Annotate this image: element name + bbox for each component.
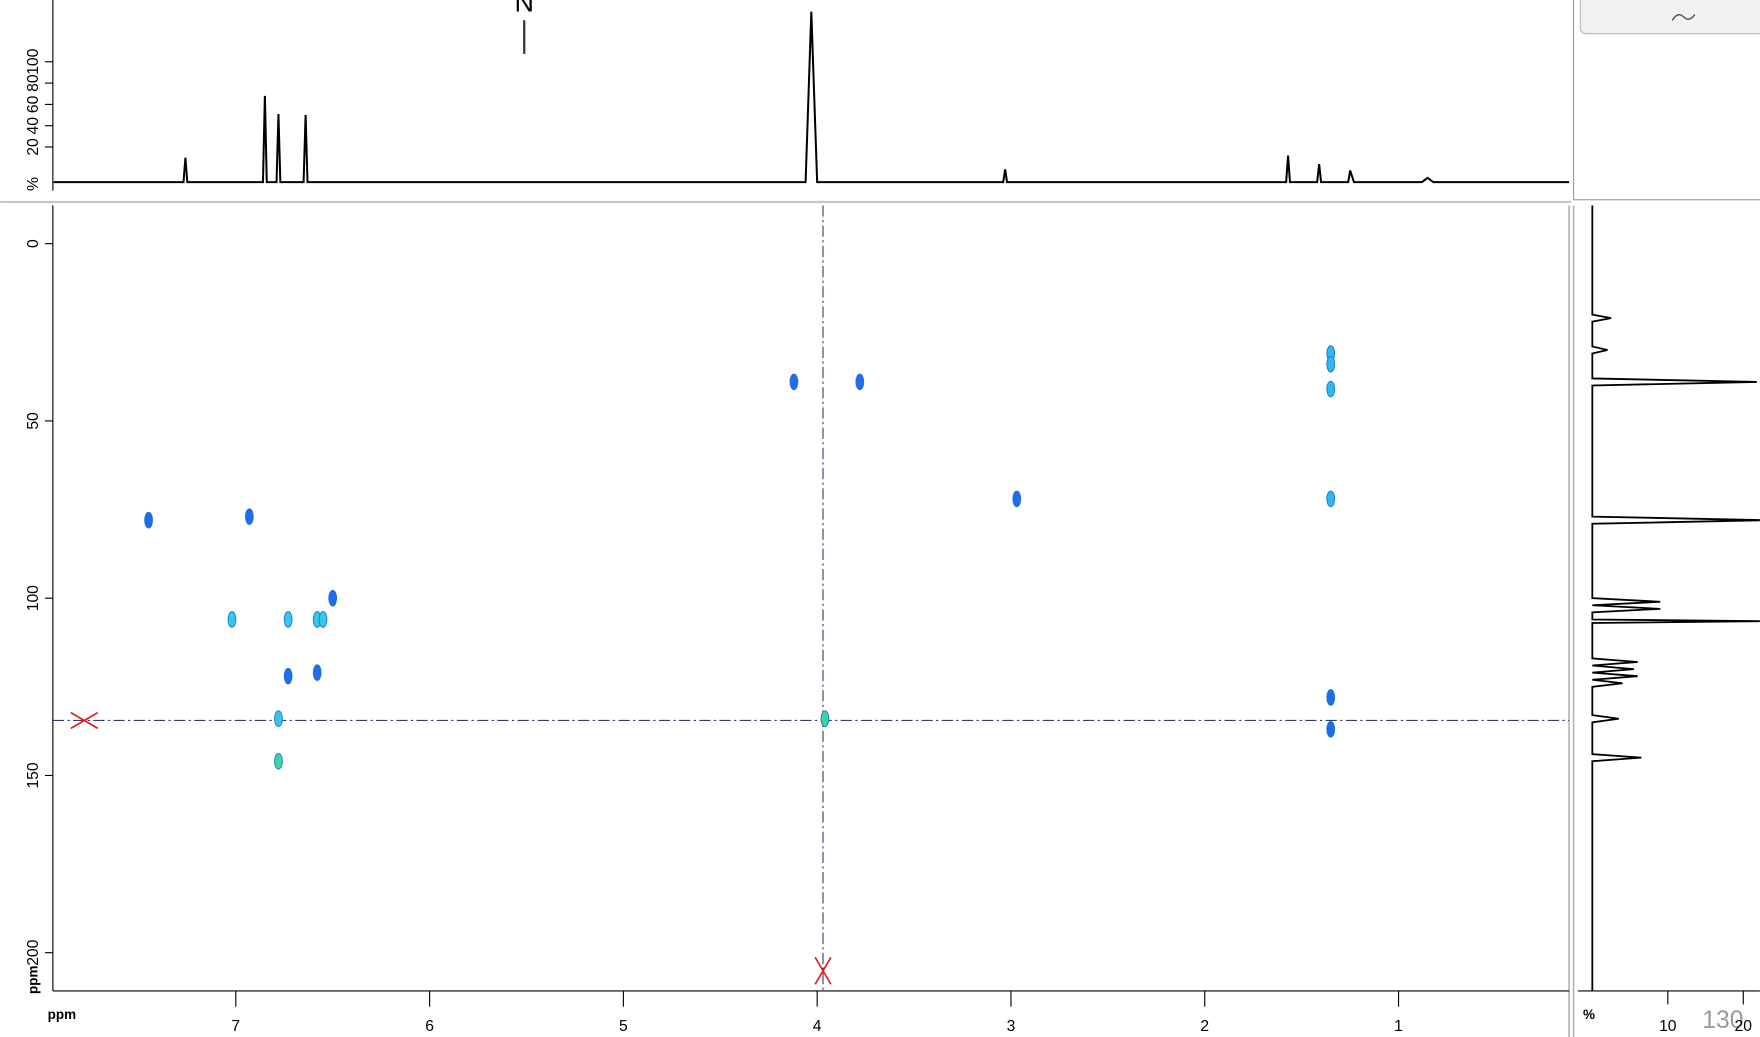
cross-peak <box>1326 689 1336 706</box>
marker-stroke <box>70 711 99 730</box>
cross-peak <box>283 667 293 685</box>
panel-button[interactable] <box>1579 0 1760 35</box>
x-tick-label: 6 <box>425 1018 434 1035</box>
cross-peak <box>283 611 293 628</box>
page-number: 130 <box>1702 1007 1743 1034</box>
cross-peak <box>274 752 283 770</box>
peaks <box>52 205 1570 991</box>
y-tick-label: 20 <box>25 138 42 156</box>
x-tick-label: 1 <box>1394 1018 1403 1035</box>
cross-peak <box>1012 490 1022 508</box>
button-icon <box>1671 13 1696 21</box>
y-tick-label: 60 <box>25 95 42 113</box>
y-tick-label: 80 <box>25 74 42 92</box>
y-axis-label: ppm <box>25 966 40 994</box>
cross-peak <box>318 611 328 628</box>
cross-peak <box>274 710 283 728</box>
projection-trace <box>1591 205 1760 991</box>
cross-peak <box>1326 380 1336 398</box>
x-tick-label: 7 <box>231 1018 240 1035</box>
y-tick-label: 150 <box>25 762 42 788</box>
x-tick-label: 5 <box>619 1018 628 1035</box>
x-tick-label: 2 <box>1200 1018 1209 1035</box>
y-tick-label: 50 <box>25 412 42 430</box>
y-tick-label: 100 <box>25 48 42 74</box>
x-tick-label: 20 <box>1735 1018 1753 1035</box>
cross-peak <box>144 511 153 529</box>
cross-peak <box>789 373 799 391</box>
cross-peak <box>227 611 237 628</box>
projection <box>1591 205 1760 991</box>
structure-label: N <box>515 0 534 18</box>
y-tick-label: 100 <box>25 585 42 611</box>
cross-peak <box>855 373 865 391</box>
cross-peak <box>328 589 338 607</box>
cursor-marker <box>70 711 99 730</box>
cross-peak <box>312 664 322 681</box>
axis-label: % <box>1583 1007 1595 1022</box>
y-tick-label: 200 <box>25 939 42 965</box>
cross-peak <box>1326 355 1336 373</box>
cross-peak <box>820 710 830 728</box>
x-axis-label: ppm <box>48 1007 76 1022</box>
marker-stroke <box>814 956 832 985</box>
axis-label: % <box>25 177 42 191</box>
cross-peak <box>244 508 254 525</box>
projection-trace <box>53 11 1570 184</box>
cross-peak <box>1326 490 1336 508</box>
cursor-marker <box>814 956 832 985</box>
x-tick-label: 4 <box>813 1018 822 1035</box>
cross-peak <box>1326 721 1336 738</box>
y-tick-label: 40 <box>25 117 42 135</box>
x-tick-label: 10 <box>1659 1018 1677 1035</box>
y-tick-label: 0 <box>25 239 42 248</box>
projection <box>53 11 1570 184</box>
x-tick-label: 3 <box>1007 1018 1016 1035</box>
